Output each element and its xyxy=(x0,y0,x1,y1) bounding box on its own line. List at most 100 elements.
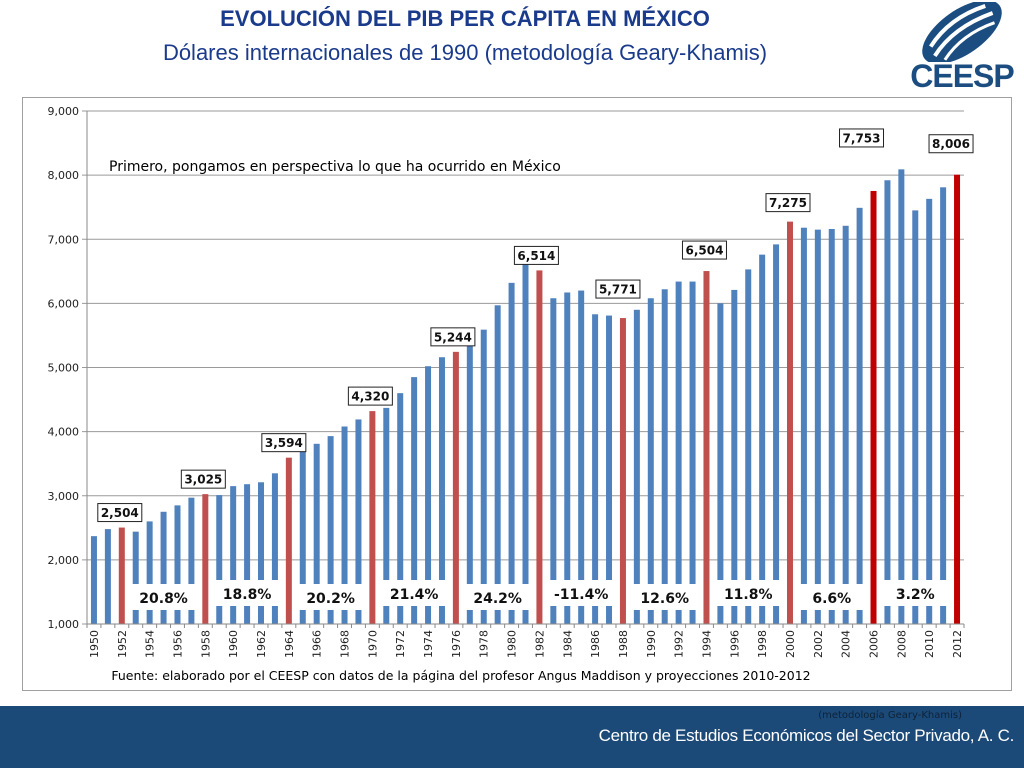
bar-1981 xyxy=(522,257,529,624)
bar-1986 xyxy=(592,314,599,624)
value-label-box xyxy=(513,245,559,265)
bar-1983 xyxy=(550,298,557,624)
bar-1955 xyxy=(160,511,167,624)
x-tick-label: 1994 xyxy=(700,630,713,658)
bar-1964 xyxy=(285,457,292,624)
y-axis-ticks: 1,000 2,000 3,000 4,000 5,000 6,000 7,000 8,000… xyxy=(48,105,80,631)
bar-1980 xyxy=(508,282,515,624)
ceesp-logo: CEESP xyxy=(900,0,1024,94)
x-tick-label: 1968 xyxy=(339,630,352,658)
bar-1963 xyxy=(271,473,278,624)
growth-label: 11.8% xyxy=(724,587,773,603)
ceesp-logo-icon xyxy=(922,0,1002,64)
bar-2009 xyxy=(912,210,919,625)
logo-text: CEESP xyxy=(910,58,1014,94)
value-label: 7,753 xyxy=(843,131,881,145)
x-tick-label: 1978 xyxy=(478,630,491,658)
bar-2011 xyxy=(940,187,947,624)
x-tick-label: 1964 xyxy=(283,630,296,658)
value-label-box xyxy=(928,134,974,154)
bar-1966 xyxy=(313,443,320,624)
bar-1971 xyxy=(383,407,390,624)
value-label: 5,244 xyxy=(434,330,472,344)
growth-label: 18.8% xyxy=(223,587,272,603)
growth-label: 20.8% xyxy=(139,591,188,607)
bar-1991 xyxy=(661,289,668,624)
value-label-box xyxy=(97,503,143,523)
bar-1984 xyxy=(564,292,571,624)
bar-2001 xyxy=(800,227,807,624)
bar-1996 xyxy=(731,289,738,624)
bar-1974 xyxy=(425,366,432,624)
x-tick-label: 1950 xyxy=(88,630,101,658)
y-tick-label: 3,000 xyxy=(48,490,80,503)
value-label: 6,514 xyxy=(517,249,555,263)
x-tick-label: 1998 xyxy=(756,630,769,658)
bar-2004 xyxy=(842,225,849,624)
growth-box xyxy=(878,580,953,606)
bar-2007 xyxy=(884,180,891,624)
bar-1997 xyxy=(745,269,752,624)
x-tick-label: 1958 xyxy=(199,630,212,658)
bar-1965 xyxy=(299,449,306,624)
bar-2000 xyxy=(786,221,793,624)
growth-label: 12.6% xyxy=(640,591,689,607)
growth-label: 20.2% xyxy=(306,591,355,607)
x-tick-label: 1972 xyxy=(394,630,407,658)
value-label: 3,025 xyxy=(184,473,222,487)
y-tick-label: 4,000 xyxy=(48,426,80,439)
growth-label: 3.2% xyxy=(896,587,935,603)
value-label: 4,320 xyxy=(351,390,389,404)
x-tick-label: 1956 xyxy=(171,630,184,658)
bar-1994 xyxy=(703,271,710,624)
growth-box xyxy=(544,580,618,606)
value-label-box xyxy=(681,240,727,260)
y-tick-label: 6,000 xyxy=(48,297,80,310)
bar-2003 xyxy=(828,228,835,625)
bar-1999 xyxy=(773,244,780,624)
growth-box xyxy=(377,580,451,606)
value-labels: 2,504 3,025 3,594 4,320 5,244 6,514 5,771 6,504… xyxy=(97,128,974,523)
value-label-box xyxy=(839,128,885,148)
bar-1968 xyxy=(341,426,348,624)
bar-1990 xyxy=(647,298,654,624)
bar-2006 xyxy=(870,190,877,624)
x-tick-label: 1970 xyxy=(366,630,379,658)
bar-1988 xyxy=(619,318,626,624)
value-label-box xyxy=(595,279,641,299)
x-tick-label: 1960 xyxy=(227,630,240,658)
growth-label: 6.6% xyxy=(812,591,851,607)
bar-1967 xyxy=(327,436,334,624)
x-axis-ticks: 1950 1952 1954 1956 1958 1960 1962 1964 1966 1968… xyxy=(86,624,965,658)
value-label: 3,594 xyxy=(265,436,303,450)
y-tick-label: 5,000 xyxy=(48,362,80,375)
page-title: EVOLUCIÓN DEL PIB PER CÁPITA EN MÉXICO xyxy=(220,6,710,31)
x-tick-label: 1988 xyxy=(617,630,630,658)
growth-box xyxy=(210,580,284,606)
bar-1995 xyxy=(717,303,724,624)
value-label: 6,504 xyxy=(685,244,723,258)
bar-1979 xyxy=(494,305,501,624)
bar-1975 xyxy=(438,357,445,624)
axes xyxy=(86,111,964,625)
x-tick-label: 1992 xyxy=(673,630,686,658)
growth-label: -11.4% xyxy=(554,587,608,603)
footer-organization: Centro de Estudios Económicos del Sector… xyxy=(598,726,1015,745)
bar-1961 xyxy=(244,484,251,624)
bar-1987 xyxy=(606,315,613,624)
bar-1954 xyxy=(146,521,153,624)
bar-1989 xyxy=(633,309,640,624)
value-label-box xyxy=(347,386,393,406)
growth-label: 24.2% xyxy=(473,591,522,607)
bar-1972 xyxy=(397,393,404,624)
value-label: 2,504 xyxy=(101,506,139,520)
chart-area: 1,000 2,000 3,000 4,000 5,000 6,000 7,000 8,000… xyxy=(22,97,1012,691)
value-label-box xyxy=(261,433,307,453)
x-tick-label: 2004 xyxy=(840,630,853,658)
bar-1960 xyxy=(230,486,237,624)
bar-1962 xyxy=(258,482,265,624)
bar-chart: 1,000 2,000 3,000 4,000 5,000 6,000 7,000 8,000… xyxy=(48,105,974,683)
x-tick-label: 1974 xyxy=(422,630,435,658)
x-tick-label: 1962 xyxy=(255,630,268,658)
x-tick-label: 1986 xyxy=(589,630,602,658)
